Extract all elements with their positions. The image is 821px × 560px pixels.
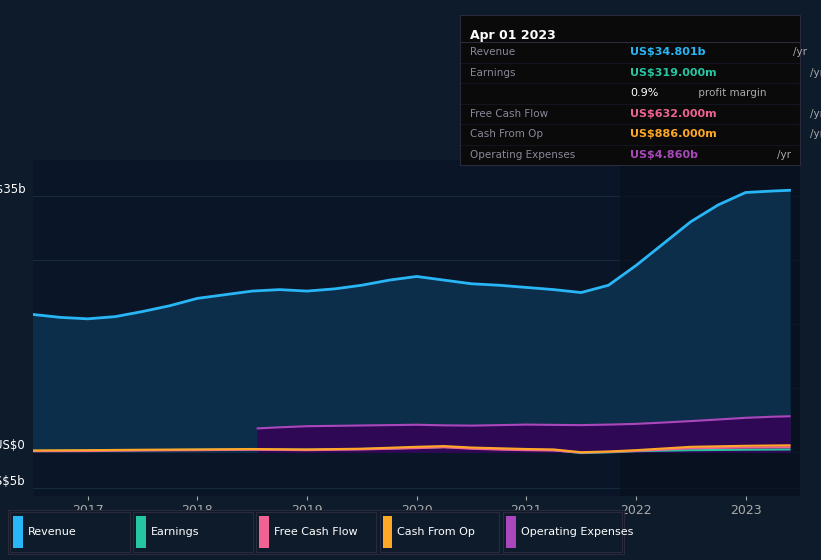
Text: US$632.000m: US$632.000m: [630, 109, 717, 119]
Text: Apr 01 2023: Apr 01 2023: [470, 29, 556, 41]
Text: Earnings: Earnings: [151, 527, 200, 537]
Bar: [10, 512, 130, 552]
Bar: [383, 516, 392, 548]
Bar: [136, 516, 146, 548]
Bar: [133, 512, 253, 552]
Text: /yr: /yr: [777, 150, 791, 160]
Bar: [259, 516, 269, 548]
Text: Operating Expenses: Operating Expenses: [521, 527, 633, 537]
Text: US$319.000m: US$319.000m: [630, 68, 717, 78]
Text: profit margin: profit margin: [695, 88, 767, 98]
Text: Cash From Op: Cash From Op: [397, 527, 475, 537]
Text: US$35b: US$35b: [0, 183, 25, 196]
Text: Free Cash Flow: Free Cash Flow: [470, 109, 548, 119]
Bar: [13, 516, 23, 548]
Text: US$0: US$0: [0, 439, 25, 452]
Bar: [506, 516, 516, 548]
Text: US$886.000m: US$886.000m: [630, 129, 717, 139]
Text: /yr: /yr: [810, 129, 821, 139]
Bar: [502, 512, 622, 552]
Text: /yr: /yr: [810, 109, 821, 119]
Text: Operating Expenses: Operating Expenses: [470, 150, 576, 160]
Bar: [379, 512, 499, 552]
Text: /yr: /yr: [793, 47, 807, 57]
Bar: [620, 160, 800, 496]
Text: Revenue: Revenue: [470, 47, 516, 57]
Text: Cash From Op: Cash From Op: [470, 129, 544, 139]
Text: US$4.860b: US$4.860b: [630, 150, 698, 160]
Bar: [256, 512, 376, 552]
Text: 0.9%: 0.9%: [630, 88, 658, 98]
Text: US$34.801b: US$34.801b: [630, 47, 705, 57]
Text: Revenue: Revenue: [28, 527, 76, 537]
Text: Free Cash Flow: Free Cash Flow: [274, 527, 358, 537]
Text: -US$5b: -US$5b: [0, 475, 25, 488]
Text: /yr: /yr: [810, 68, 821, 78]
Text: Earnings: Earnings: [470, 68, 516, 78]
